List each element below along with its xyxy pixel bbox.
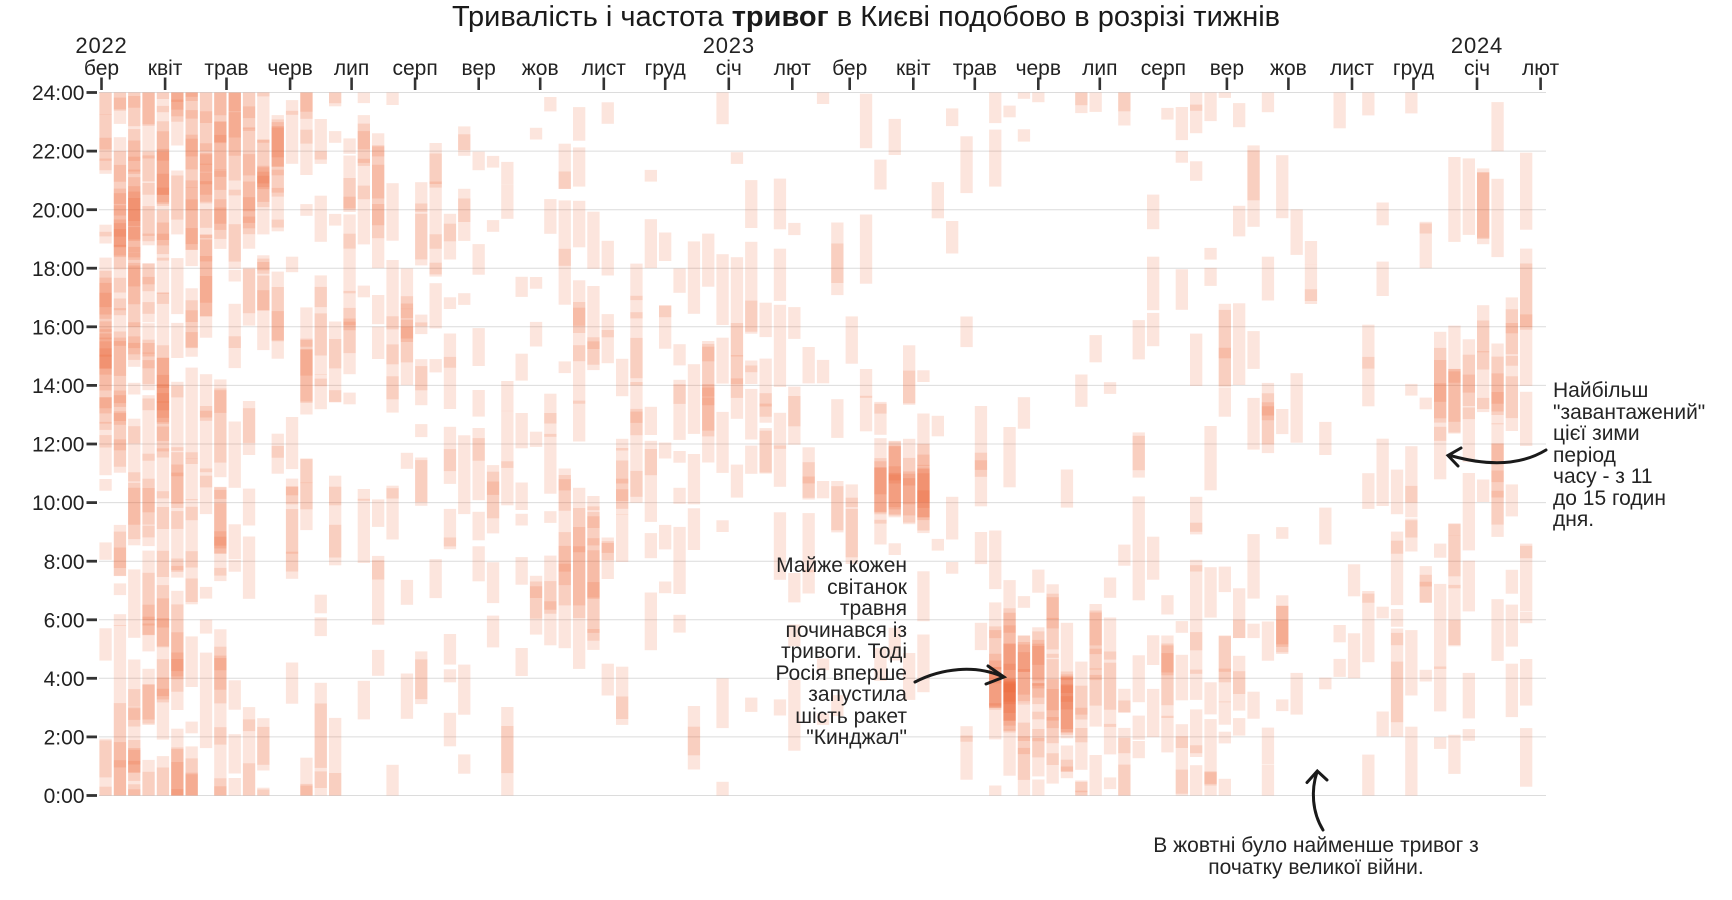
- svg-text:січ: січ: [716, 57, 742, 80]
- svg-text:2024: 2024: [1451, 33, 1503, 58]
- svg-text:квіт: квіт: [896, 57, 931, 80]
- svg-text:вер: вер: [1210, 57, 1244, 80]
- svg-text:груд: груд: [645, 57, 686, 80]
- svg-text:трав: трав: [953, 57, 997, 80]
- svg-text:лист: лист: [1330, 57, 1374, 80]
- svg-text:8:00: 8:00: [44, 551, 85, 574]
- svg-text:вер: вер: [462, 57, 496, 80]
- svg-text:серп: серп: [1141, 57, 1186, 80]
- svg-text:2023: 2023: [703, 33, 755, 58]
- svg-text:січ: січ: [1464, 57, 1490, 80]
- svg-text:бер: бер: [832, 57, 867, 80]
- svg-text:черв: черв: [267, 57, 312, 80]
- svg-text:2:00: 2:00: [44, 727, 85, 750]
- svg-text:12:00: 12:00: [32, 434, 85, 457]
- svg-text:черв: черв: [1016, 57, 1061, 80]
- svg-text:лист: лист: [582, 57, 626, 80]
- svg-text:4:00: 4:00: [44, 668, 85, 691]
- svg-text:трав: трав: [204, 57, 248, 80]
- svg-text:0:00: 0:00: [44, 785, 85, 808]
- svg-text:10:00: 10:00: [32, 492, 85, 515]
- svg-text:лип: лип: [334, 57, 369, 80]
- svg-text:лют: лют: [1522, 57, 1560, 80]
- svg-text:лип: лип: [1082, 57, 1117, 80]
- svg-text:6:00: 6:00: [44, 609, 85, 632]
- svg-text:груд: груд: [1393, 57, 1434, 80]
- svg-text:16:00: 16:00: [32, 316, 85, 339]
- svg-text:жов: жов: [522, 57, 559, 80]
- svg-text:жов: жов: [1270, 57, 1307, 80]
- svg-text:бер: бер: [84, 57, 119, 80]
- svg-text:24:00: 24:00: [32, 82, 85, 105]
- svg-text:серп: серп: [392, 57, 437, 80]
- svg-text:лют: лют: [774, 57, 812, 80]
- svg-text:2022: 2022: [75, 33, 127, 58]
- svg-text:квіт: квіт: [148, 57, 183, 80]
- svg-text:18:00: 18:00: [32, 258, 85, 281]
- svg-text:14:00: 14:00: [32, 375, 85, 398]
- svg-text:22:00: 22:00: [32, 141, 85, 164]
- svg-text:20:00: 20:00: [32, 199, 85, 222]
